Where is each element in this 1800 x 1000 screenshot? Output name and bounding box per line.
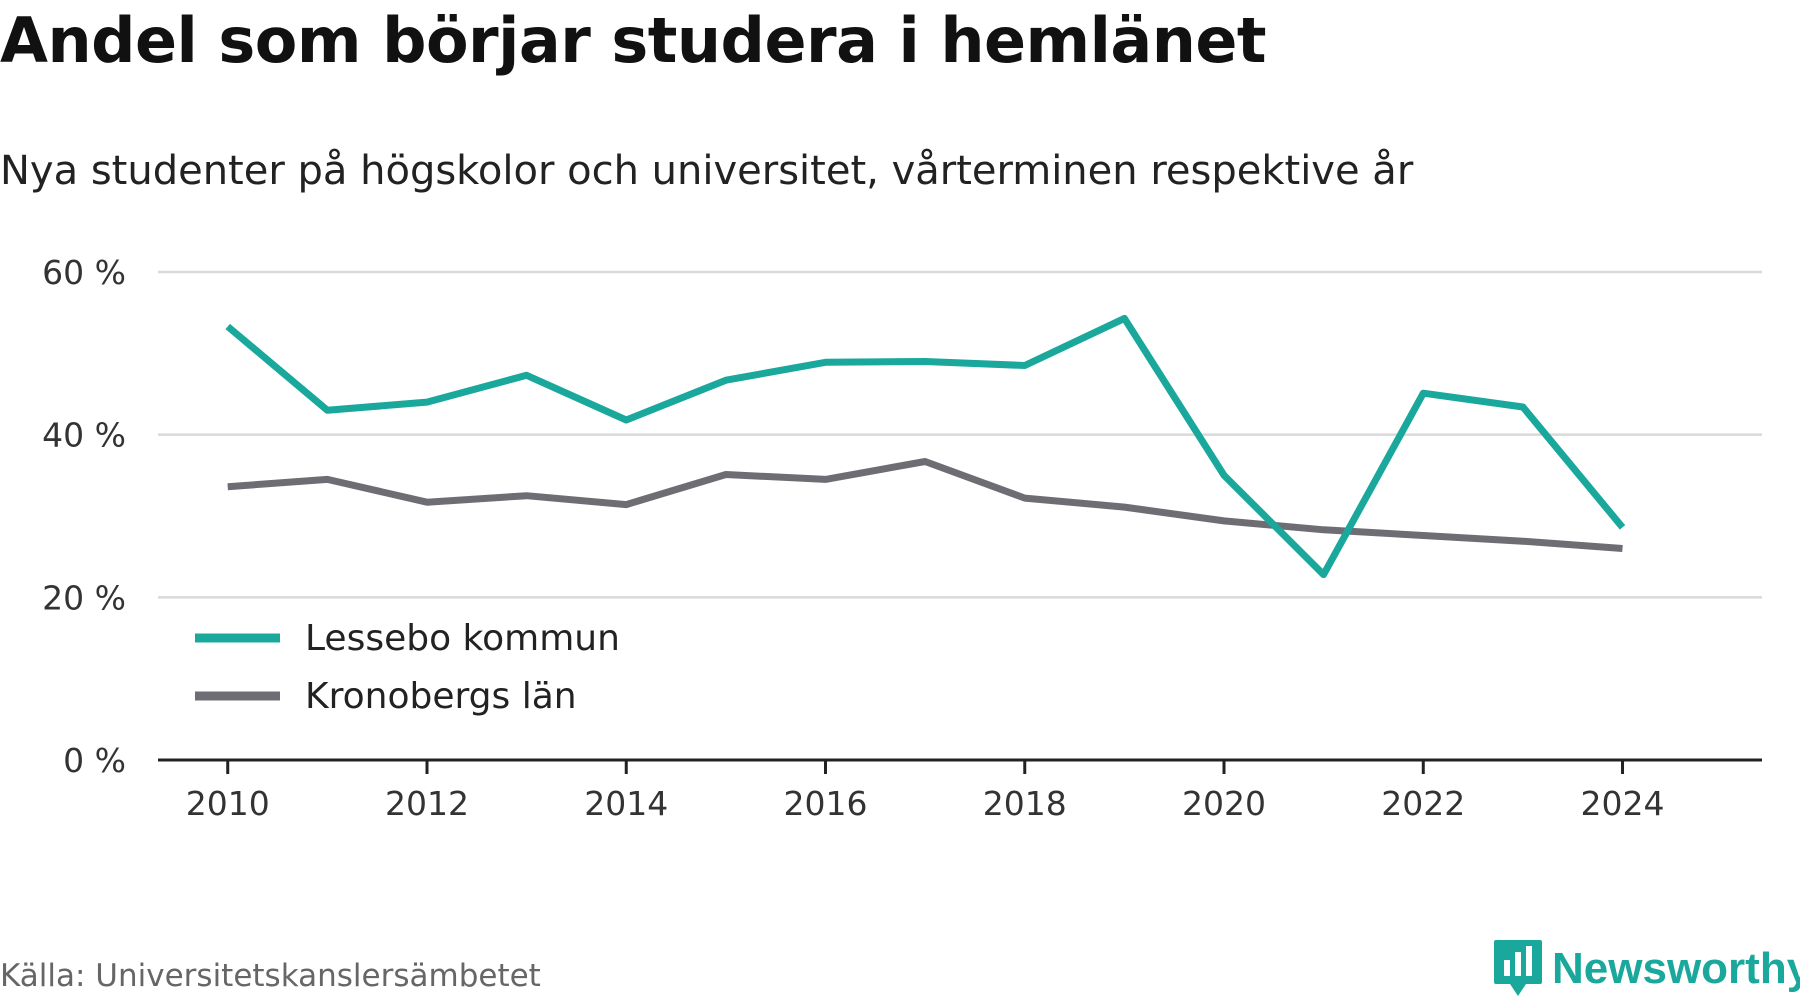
x-tick-label: 2016 bbox=[784, 784, 868, 823]
legend-label: Kronobergs län bbox=[305, 676, 577, 717]
x-axis: 2010 2012 2014 2016 2018 2020 2022 2024 bbox=[158, 758, 1762, 823]
chart-subtitle: Nya studenter på högskolor och universit… bbox=[0, 148, 1414, 194]
legend: Lessebo kommun Kronobergs län bbox=[195, 618, 620, 717]
series-line-kronobergs-l-n bbox=[227, 458, 1623, 552]
brand-name: Newsworthy bbox=[1552, 944, 1800, 993]
x-tick-label: 2018 bbox=[983, 784, 1067, 823]
legend-label: Lessebo kommun bbox=[305, 618, 620, 659]
y-tick-label: 20 % bbox=[42, 578, 126, 617]
grid-lines bbox=[158, 270, 1762, 599]
y-tick-label: 0 % bbox=[63, 741, 126, 780]
y-tick-label: 60 % bbox=[42, 253, 126, 292]
series-line-lessebo-kommun bbox=[225, 314, 1626, 579]
x-tick-label: 2024 bbox=[1581, 784, 1665, 823]
x-tick-label: 2012 bbox=[385, 784, 469, 823]
bar-chart-badge-icon bbox=[1494, 940, 1542, 996]
brand-logo: Newsworthy bbox=[1492, 938, 1800, 1000]
x-tick-label: 2010 bbox=[186, 784, 270, 823]
x-tick-label: 2014 bbox=[584, 784, 668, 823]
series-lines bbox=[225, 314, 1626, 579]
y-tick-labels: 0 % 20 % 40 % 60 % bbox=[42, 253, 126, 780]
y-tick-label: 40 % bbox=[42, 416, 126, 455]
line-chart: 0 % 20 % 40 % 60 % 2010 2012 2014 2016 2018 2020… bbox=[42, 253, 1762, 823]
source-note: Källa: Universitetskanslersämbetet bbox=[0, 958, 541, 994]
x-tick-label: 2020 bbox=[1182, 784, 1266, 823]
x-tick-label: 2022 bbox=[1381, 784, 1465, 823]
chart-title: Andel som börjar studera i hemlänet bbox=[0, 4, 1267, 77]
